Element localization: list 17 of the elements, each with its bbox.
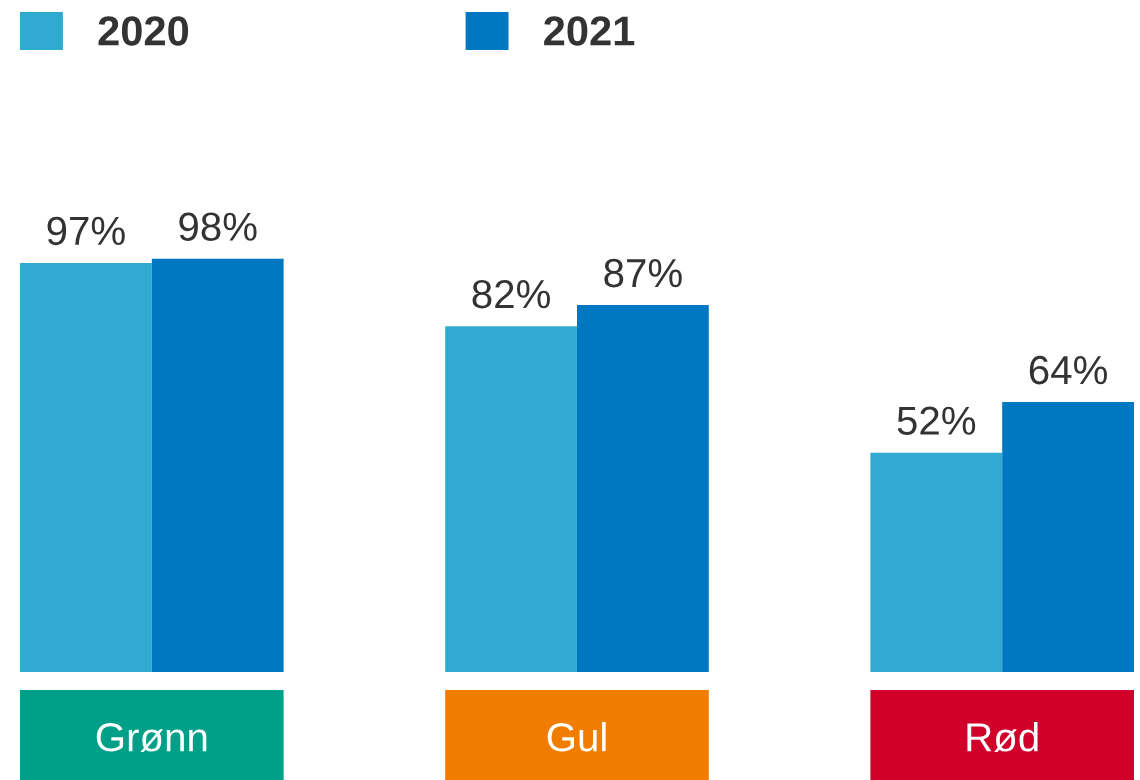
data-label: 52% bbox=[897, 406, 976, 435]
bar bbox=[577, 305, 709, 672]
x-tick-label: Grønn bbox=[96, 723, 207, 752]
x-tick-label: Rød bbox=[967, 722, 1038, 752]
bar bbox=[151, 258, 284, 672]
bar bbox=[870, 452, 1003, 672]
legend-label: 2021 bbox=[544, 16, 635, 46]
data-label: 64% bbox=[1029, 355, 1107, 385]
bar bbox=[445, 326, 577, 672]
legend-label: 2020 bbox=[98, 16, 189, 46]
bar bbox=[20, 262, 152, 672]
bar bbox=[1002, 402, 1134, 672]
data-label: 98% bbox=[179, 212, 257, 241]
x-tick-label: Gul bbox=[547, 722, 606, 752]
data-label: 82% bbox=[472, 279, 550, 309]
data-label: 87% bbox=[604, 258, 682, 288]
data-label: 97% bbox=[47, 216, 125, 246]
